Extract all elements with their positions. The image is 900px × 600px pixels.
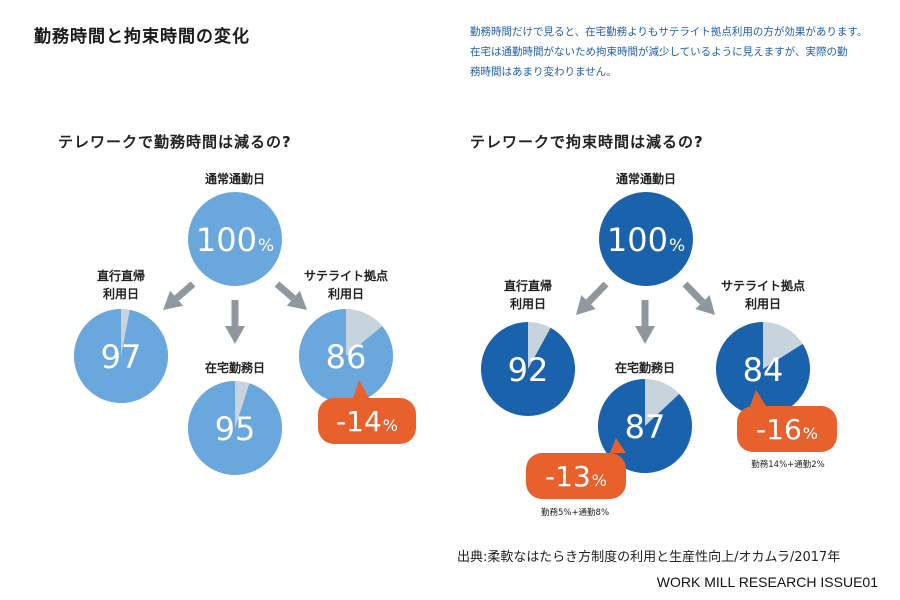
right-pie-value-0: 92 bbox=[508, 351, 549, 389]
right-callout-1-tail bbox=[750, 390, 823, 406]
left-pie-label-2: サテライト拠点 bbox=[304, 268, 388, 283]
right-callout-detail-1: 勤務14%+通勤2% bbox=[751, 459, 825, 470]
note-line: 在宅は通勤時間がないため拘束時間が減少しているように見えますが、実際の勤 bbox=[470, 46, 848, 58]
right-callout-0-unit: % bbox=[592, 471, 607, 490]
left-callout-0-unit: % bbox=[383, 416, 398, 435]
left-pie-value-0-number: 97 bbox=[101, 338, 142, 376]
right-pie-value-1-number: 87 bbox=[625, 408, 666, 446]
page-title: 勤務時間と拘束時間の変化 bbox=[34, 27, 250, 47]
left-pie-value-0: 97 bbox=[101, 338, 142, 376]
right-callout-1-number: -16 bbox=[756, 413, 802, 446]
left-callout-0-number: -14 bbox=[336, 405, 382, 438]
right-callout-detail-0: 勤務5%+通勤8% bbox=[541, 507, 609, 518]
left-arrow-0-shaft bbox=[174, 281, 196, 301]
right-pie-value-2-number: 84 bbox=[743, 351, 784, 389]
left-callout-0-box bbox=[318, 398, 416, 444]
right-arrow-1-head bbox=[635, 326, 655, 344]
right-base-value: 100% bbox=[607, 221, 685, 259]
left-pie-label-1: 在宅勤務日 bbox=[205, 360, 265, 375]
right-callout-1-unit: % bbox=[803, 424, 818, 443]
right-pie-value-2: 84 bbox=[743, 351, 784, 389]
left-pie-0-value-slice bbox=[74, 309, 169, 403]
right-arrow-0-head bbox=[576, 295, 596, 315]
right-chart-title: テレワークで拘束時間は減るの? bbox=[470, 133, 704, 151]
right-arrow-2-head bbox=[695, 295, 715, 315]
right-callout-0-tail bbox=[540, 438, 626, 453]
left-arrow-1-head bbox=[225, 326, 245, 344]
left-arrow-2-shaft bbox=[274, 281, 296, 301]
right-pie-label-0: 利用日 bbox=[510, 296, 546, 311]
left-pie-label-2: 利用日 bbox=[328, 286, 364, 301]
right-callout-0: -13% bbox=[526, 438, 626, 499]
left-pie-2-value-slice bbox=[298, 309, 393, 403]
right-callout-1-text: -16% bbox=[756, 413, 818, 446]
right-callout-1: -16% bbox=[737, 390, 837, 452]
right-pie-label-2: サテライト拠点 bbox=[721, 278, 805, 293]
right-callout-0-box bbox=[526, 453, 626, 499]
note-line: 務時間はあまり変わりません。 bbox=[470, 66, 617, 78]
left-pie-label-0: 利用日 bbox=[103, 286, 139, 301]
left-arrow-0-head bbox=[163, 290, 184, 310]
left-pie-label-0: 直行直帰 bbox=[97, 268, 145, 283]
right-callout-0-text: -13% bbox=[545, 460, 607, 493]
note-line: 勤務時間だけで見ると、在宅勤務よりもサテライト拠点利用の方が効果があります。 bbox=[470, 26, 868, 38]
right-pie-label-2: 利用日 bbox=[745, 296, 781, 311]
right-base-value-number: 100 bbox=[607, 221, 668, 259]
left-base-pie-remainder-slice bbox=[188, 192, 282, 286]
left-arrow-2-head bbox=[286, 290, 307, 310]
right-pie-2-value-slice bbox=[715, 322, 810, 416]
right-callout-1-box bbox=[737, 406, 837, 452]
right-arrow-2-shaft bbox=[682, 281, 705, 305]
right-arrow-0-shaft bbox=[586, 281, 609, 305]
left-callout-0: -14% bbox=[318, 380, 416, 444]
left-base-value-unit: % bbox=[258, 236, 274, 256]
right-pie-label-1: 在宅勤務日 bbox=[615, 360, 675, 375]
left-pie-1-value-slice bbox=[187, 381, 282, 475]
left-pie-value-1: 95 bbox=[215, 410, 256, 448]
right-callout-0-number: -13 bbox=[545, 460, 591, 493]
right-pie-value-1: 87 bbox=[625, 408, 666, 446]
left-base-value-number: 100 bbox=[196, 221, 257, 259]
credit-line: WORK MILL RESEARCH ISSUE01 bbox=[656, 574, 878, 590]
left-pie-value-1-number: 95 bbox=[215, 410, 256, 448]
right-base-label: 通常通勤日 bbox=[616, 171, 676, 186]
left-base-value: 100% bbox=[196, 221, 274, 259]
right-base-value-unit: % bbox=[669, 236, 685, 256]
description-note: 勤務時間だけで見ると、在宅勤務よりもサテライト拠点利用の方が効果があります。 在… bbox=[470, 22, 870, 82]
left-chart-title: テレワークで勤務時間は減るの? bbox=[58, 133, 292, 151]
left-pie-value-2: 86 bbox=[326, 338, 367, 376]
right-pie-label-0: 直行直帰 bbox=[504, 278, 552, 293]
left-pie-value-2-number: 86 bbox=[326, 338, 367, 376]
left-callout-0-text: -14% bbox=[336, 405, 398, 438]
right-pie-value-0-number: 92 bbox=[508, 351, 549, 389]
left-base-label: 通常通勤日 bbox=[205, 171, 265, 186]
right-pie-0-value-slice bbox=[481, 322, 576, 416]
right-base-pie-remainder-slice bbox=[599, 192, 693, 286]
source-citation: 出典:柔軟なはたらき方制度の利用と生産性向上/オカムラ/2017年 bbox=[457, 550, 841, 565]
